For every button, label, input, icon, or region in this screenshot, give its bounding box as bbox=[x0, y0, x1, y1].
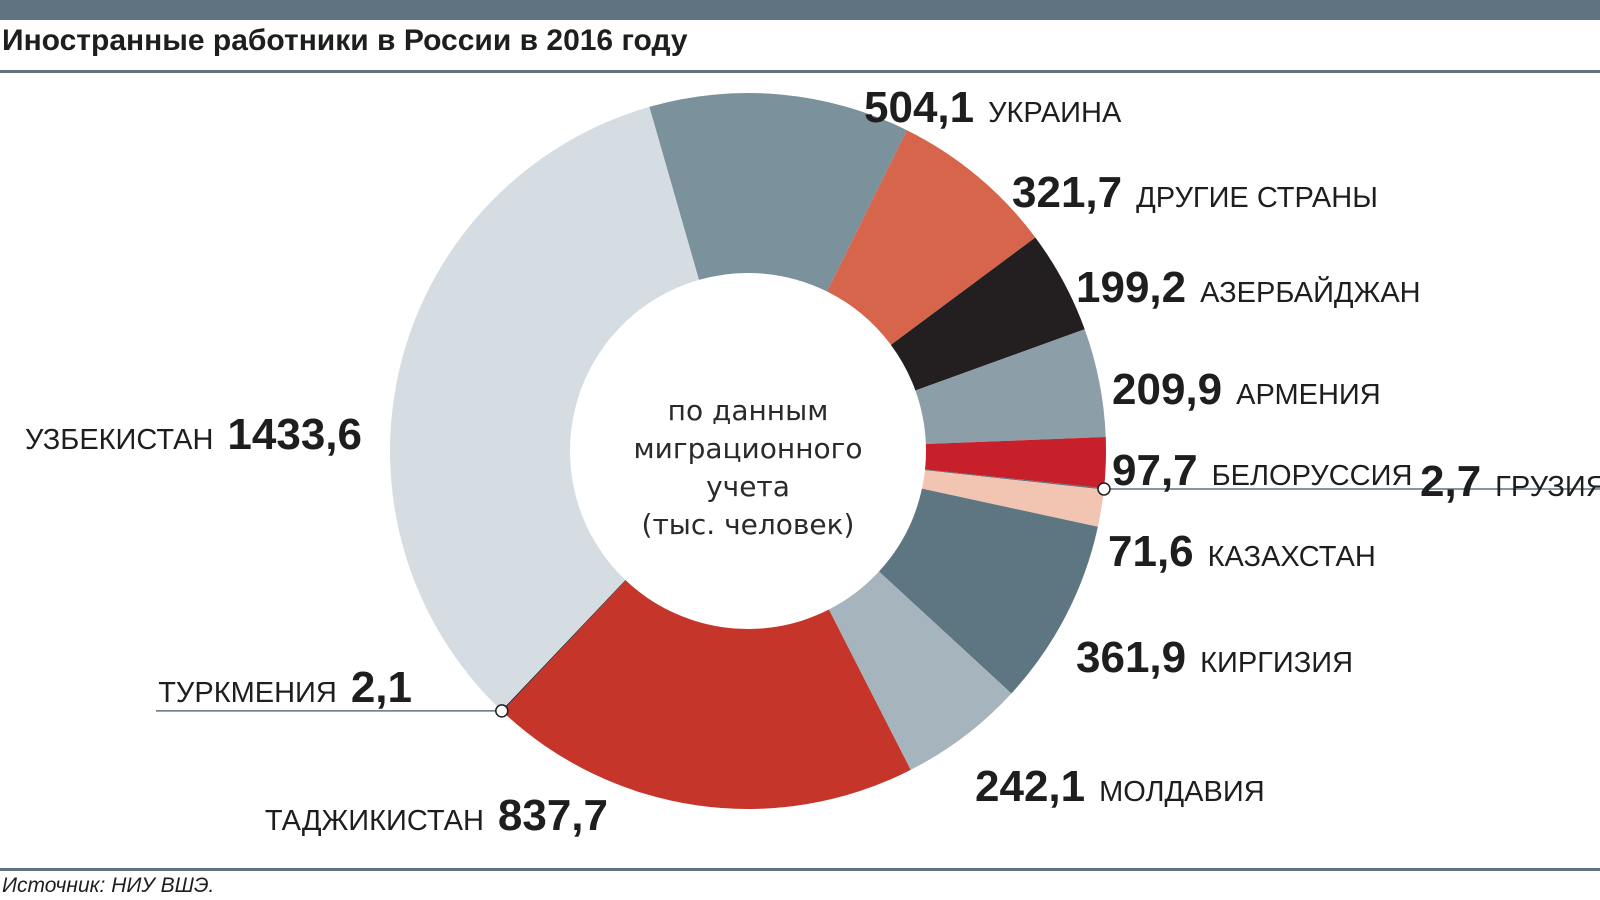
slice-name: ТАДЖИКИСТАН bbox=[265, 805, 484, 837]
slice-label-12: УЗБЕКИСТАН 1433,6 bbox=[25, 410, 362, 459]
slice-value: 2,1 bbox=[351, 663, 412, 712]
slice-label-9: 242,1 МОЛДАВИЯ bbox=[975, 762, 1265, 811]
turkmenistan-callout-dot bbox=[496, 705, 508, 717]
slice-label-1: 504,1 УКРАИНА bbox=[864, 83, 1122, 132]
slice-value: 2,7 bbox=[1420, 457, 1481, 506]
slice-label-8: 361,9 КИРГИЗИЯ bbox=[1076, 633, 1353, 682]
center-note-line-4: (тыс. человек) bbox=[642, 508, 855, 541]
slice-name: УЗБЕКИСТАН bbox=[25, 424, 213, 456]
center-note: по данным миграционного учета (тыс. человек… bbox=[634, 394, 863, 541]
slice-label-6: 2,7 ГРУЗИЯ bbox=[1420, 457, 1600, 506]
slice-label-2: 321,7 ДРУГИЕ СТРАНЫ bbox=[1012, 168, 1378, 217]
slice-label-4: 209,9 АРМЕНИЯ bbox=[1112, 365, 1381, 414]
center-note-line-1: по данным bbox=[668, 394, 829, 427]
slice-label-3: 199,2 АЗЕРБАЙДЖАН bbox=[1076, 263, 1421, 312]
slice-name: БЕЛОРУССИЯ bbox=[1212, 460, 1413, 492]
center-note-line-2: миграционного bbox=[634, 432, 863, 465]
slice-name: ДРУГИЕ СТРАНЫ bbox=[1136, 182, 1378, 214]
slice-value: 209,9 bbox=[1112, 365, 1222, 414]
slice-name: МОЛДАВИЯ bbox=[1099, 776, 1265, 808]
slice-name: АРМЕНИЯ bbox=[1236, 379, 1381, 411]
slice-name: УКРАИНА bbox=[988, 97, 1122, 129]
slice-label-7: 71,6 КАЗАХСТАН bbox=[1108, 527, 1376, 576]
slice-value: 97,7 bbox=[1112, 446, 1198, 495]
slice-value: 1433,6 bbox=[227, 410, 362, 459]
slice-name: КИРГИЗИЯ bbox=[1200, 647, 1353, 679]
slice-label-5: 97,7 БЕЛОРУССИЯ bbox=[1112, 446, 1412, 495]
slice-value: 242,1 bbox=[975, 762, 1085, 811]
slice-label-10: ТАДЖИКИСТАН 837,7 bbox=[265, 791, 608, 840]
slice-value: 71,6 bbox=[1108, 527, 1194, 576]
slice-value: 837,7 bbox=[498, 791, 608, 840]
slice-value: 199,2 bbox=[1076, 263, 1186, 312]
slice-value: 321,7 bbox=[1012, 168, 1122, 217]
center-note-line-3: учета bbox=[706, 470, 790, 503]
source-note: Источник: НИУ ВШЭ. bbox=[2, 874, 214, 898]
source-rule bbox=[0, 868, 1600, 871]
georgia-callout-dot bbox=[1098, 483, 1110, 495]
slice-name: ГРУЗИЯ bbox=[1495, 471, 1600, 503]
slice-value: 361,9 bbox=[1076, 633, 1186, 682]
slice-label-11: ТУРКМЕНИЯ 2,1 bbox=[158, 663, 412, 712]
slice-value: 504,1 bbox=[864, 83, 974, 132]
slice-name: АЗЕРБАЙДЖАН bbox=[1200, 275, 1421, 309]
slice-name: КАЗАХСТАН bbox=[1208, 541, 1376, 573]
slice-name: ТУРКМЕНИЯ bbox=[158, 677, 337, 709]
